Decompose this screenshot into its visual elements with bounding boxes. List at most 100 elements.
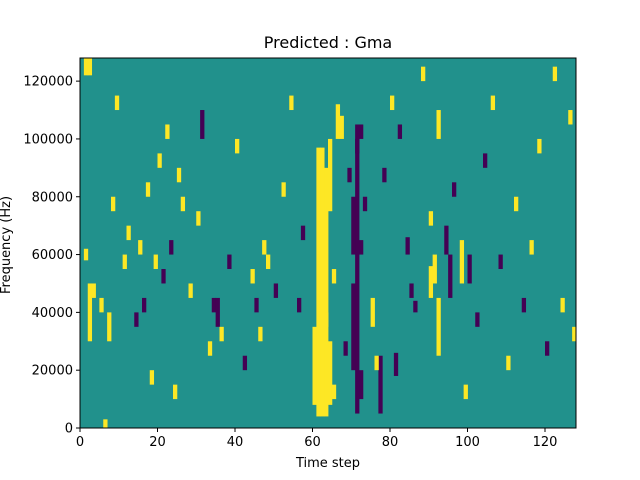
heatmap-cell xyxy=(355,138,360,414)
heatmap-cell xyxy=(514,196,519,212)
heatmap-cell xyxy=(362,196,368,212)
heatmap-cell xyxy=(316,147,321,417)
heatmap-cell xyxy=(409,283,414,298)
heatmap-cell xyxy=(521,297,527,313)
heatmap-cell xyxy=(157,153,162,168)
y-tick-label: 0 xyxy=(65,422,73,437)
x-tick-label: 40 xyxy=(227,435,244,450)
heatmap-cell xyxy=(463,384,468,400)
heatmap-cell xyxy=(506,355,511,371)
heatmap-cell xyxy=(459,240,465,284)
heatmap-cell xyxy=(138,240,143,255)
heatmap-cell xyxy=(347,167,352,183)
heatmap-cell xyxy=(359,370,364,400)
heatmap-cell xyxy=(490,95,496,111)
heatmap-cell xyxy=(215,297,220,327)
heatmap-cell xyxy=(355,124,360,154)
heatmap-cell xyxy=(545,341,550,356)
heatmap-cell xyxy=(122,254,127,270)
heatmap-cell xyxy=(111,196,116,212)
heatmap-cell xyxy=(351,196,356,255)
heatmap-cell xyxy=(428,266,434,298)
heatmap-cell xyxy=(432,254,437,284)
heatmap-cell xyxy=(211,297,217,313)
y-tick-label: 20000 xyxy=(32,364,73,379)
heatmap-cell xyxy=(242,355,248,371)
heatmap-cell xyxy=(475,312,480,327)
heatmap-cell xyxy=(169,240,174,255)
heatmap-cell xyxy=(289,95,294,111)
heatmap-cell xyxy=(266,254,271,270)
heatmap-cell xyxy=(428,211,434,226)
heatmap-cell xyxy=(343,341,348,356)
x-axis-label: Time step xyxy=(295,456,360,471)
heatmap-cell xyxy=(390,95,395,111)
heatmap-cell xyxy=(560,297,565,313)
plot-frame xyxy=(79,57,577,429)
heatmap-cell xyxy=(103,419,108,428)
heatmap-cell xyxy=(149,370,155,385)
heatmap-cell xyxy=(273,283,279,298)
heatmap-cell xyxy=(83,58,89,76)
heatmap-cell xyxy=(421,66,426,82)
heatmap-cell xyxy=(328,138,333,212)
heatmap-cell xyxy=(328,341,333,405)
heatmap-cell xyxy=(448,254,453,298)
heatmap-cell xyxy=(331,269,337,284)
heatmap-cell xyxy=(324,312,329,327)
heatmap-cell xyxy=(126,225,131,241)
heatmap-cell xyxy=(436,297,441,356)
heatmap-cell xyxy=(254,297,259,313)
heatmap-cell xyxy=(165,124,170,139)
heatmap-cell xyxy=(91,283,96,298)
x-tick-label: 60 xyxy=(304,435,321,450)
heatmap-cell xyxy=(382,167,387,183)
heatmap-cell xyxy=(87,283,93,342)
heatmap-cell xyxy=(207,341,213,356)
heatmap-cell xyxy=(281,182,286,197)
heatmap-cell xyxy=(397,124,403,139)
heatmap-cell xyxy=(173,384,178,400)
heatmap-cell xyxy=(200,110,205,139)
heatmap-cell xyxy=(134,312,139,327)
heatmap-cell xyxy=(320,147,325,417)
y-axis-label: Frequency (Hz) xyxy=(0,196,14,294)
heatmap-cell xyxy=(250,269,255,284)
x-tick-label: 100 xyxy=(455,435,480,450)
y-tick-label: 120000 xyxy=(23,75,73,90)
heatmap-cell xyxy=(537,138,542,154)
heatmap-cell xyxy=(393,352,399,376)
heatmap-cell xyxy=(219,326,224,342)
heatmap-cell xyxy=(378,355,383,414)
heatmap-cell xyxy=(227,254,232,270)
heatmap-cell xyxy=(114,95,120,111)
x-tick-label: 20 xyxy=(149,435,166,450)
heatmap-cell xyxy=(145,182,151,197)
x-axis: 0 20 40 60 80 100 120 xyxy=(76,428,557,450)
heatmap-cell xyxy=(359,124,364,139)
heatmap-cell xyxy=(374,355,379,371)
heatmap-cell xyxy=(176,167,182,183)
heatmap-cell xyxy=(153,254,158,270)
x-tick-label: 80 xyxy=(382,435,399,450)
y-axis: 0 20000 40000 60000 80000 100000 120000 xyxy=(23,75,80,437)
heatmap-cell xyxy=(335,104,341,139)
heatmap-cell xyxy=(413,300,418,313)
heatmap-cell xyxy=(359,240,364,255)
heatmap-cell xyxy=(405,237,410,255)
heatmap-cell xyxy=(339,115,344,139)
chart-title: Predicted : Gma xyxy=(264,33,392,52)
heatmap-cell xyxy=(444,225,449,255)
heatmap-cell xyxy=(568,110,573,125)
heatmap-cell xyxy=(436,110,441,139)
heatmap-cell xyxy=(324,167,329,417)
heatmap-cell xyxy=(235,138,240,154)
heatmap-cell xyxy=(188,283,193,298)
heatmap-cell xyxy=(262,240,267,255)
heatmap-cell xyxy=(180,196,186,212)
heatmap-cell xyxy=(529,240,534,255)
heatmap-cell xyxy=(351,283,356,371)
heatmap-cell xyxy=(498,254,503,270)
y-tick-label: 80000 xyxy=(32,190,73,205)
